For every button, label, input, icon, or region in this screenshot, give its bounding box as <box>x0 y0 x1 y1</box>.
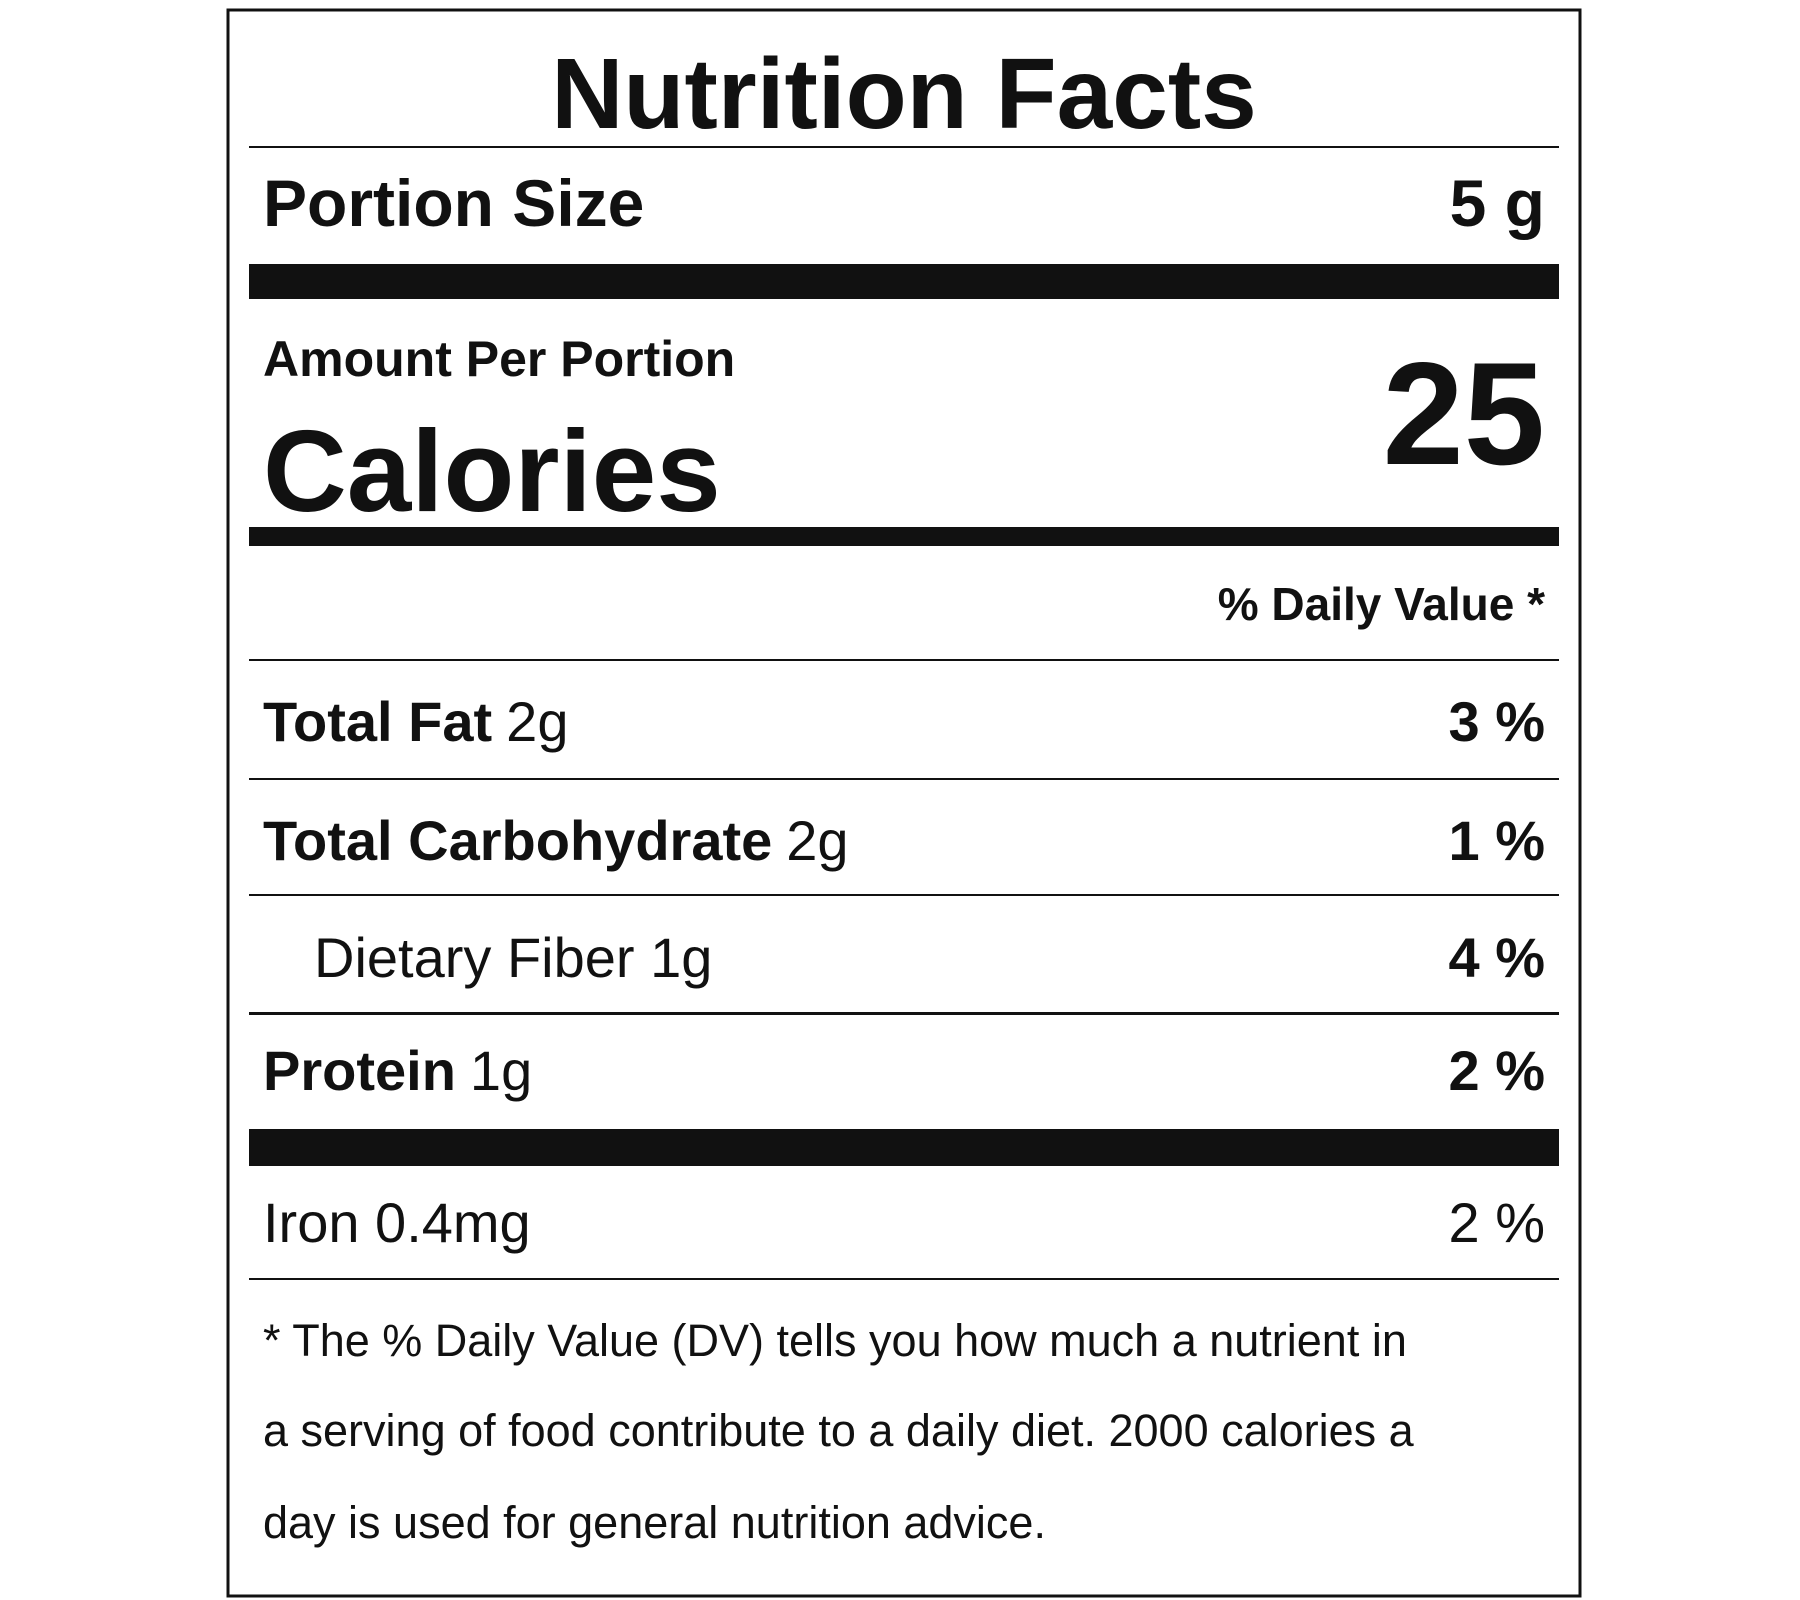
nutrient-percent: 1 % <box>1449 809 1546 872</box>
nutrient-label: Iron 0.4mg <box>263 1191 531 1254</box>
nutrient-label: Protein <box>263 1039 456 1102</box>
nutrient-percent: 4 % <box>1449 926 1546 989</box>
medium-bar <box>249 527 1559 546</box>
nutrient-label: Total Carbohydrate <box>263 809 772 872</box>
divider <box>249 894 1559 896</box>
nutrient-percent: 2 % <box>1449 1039 1546 1102</box>
divider <box>249 1278 1559 1280</box>
amount-per-portion: Amount Per Portion <box>263 331 735 387</box>
nutrient-amount: 1g <box>470 1039 532 1102</box>
nutrient-label: Dietary Fiber 1g <box>314 926 712 989</box>
divider <box>249 1012 1559 1015</box>
footnote-line: day is used for general nutrition advice… <box>263 1497 1046 1548</box>
thick-bar <box>249 1129 1559 1166</box>
nutrient-amount: 2g <box>506 690 568 753</box>
footnote: * The % Daily Value (DV) tells you how m… <box>263 1315 1415 1548</box>
nutrient-name: Dietary Fiber 1g <box>314 926 712 989</box>
nutrient-rows: Total Fat 2g 3 %Total Carbohydrate 2g 1 %Die… <box>249 690 1559 1254</box>
nutrient-percent: 3 % <box>1449 690 1546 753</box>
thick-bar <box>249 264 1559 299</box>
calories-value: 25 <box>1383 332 1545 495</box>
nutrient-name: Total Fat 2g <box>263 690 568 753</box>
nutrient-label: Total Fat <box>263 690 492 753</box>
footnote-line: a serving of food contribute to a daily … <box>263 1405 1415 1456</box>
portion-label: Portion Size <box>263 166 644 240</box>
divider <box>249 659 1559 661</box>
footnote-line: * The % Daily Value (DV) tells you how m… <box>263 1315 1407 1366</box>
nutrient-name: Total Carbohydrate 2g <box>263 809 849 872</box>
nutrient-percent: 2 % <box>1449 1191 1546 1254</box>
nutrient-amount: 2g <box>786 809 848 872</box>
nutrient-name: Iron 0.4mg <box>263 1191 531 1254</box>
divider <box>249 778 1559 780</box>
nutrient-name: Protein 1g <box>263 1039 532 1102</box>
portion-value: 5 g <box>1450 166 1545 240</box>
divider <box>249 146 1559 148</box>
daily-value-header: % Daily Value * <box>1218 578 1545 630</box>
title: Nutrition Facts <box>551 38 1257 150</box>
calories-label: Calories <box>263 406 721 536</box>
